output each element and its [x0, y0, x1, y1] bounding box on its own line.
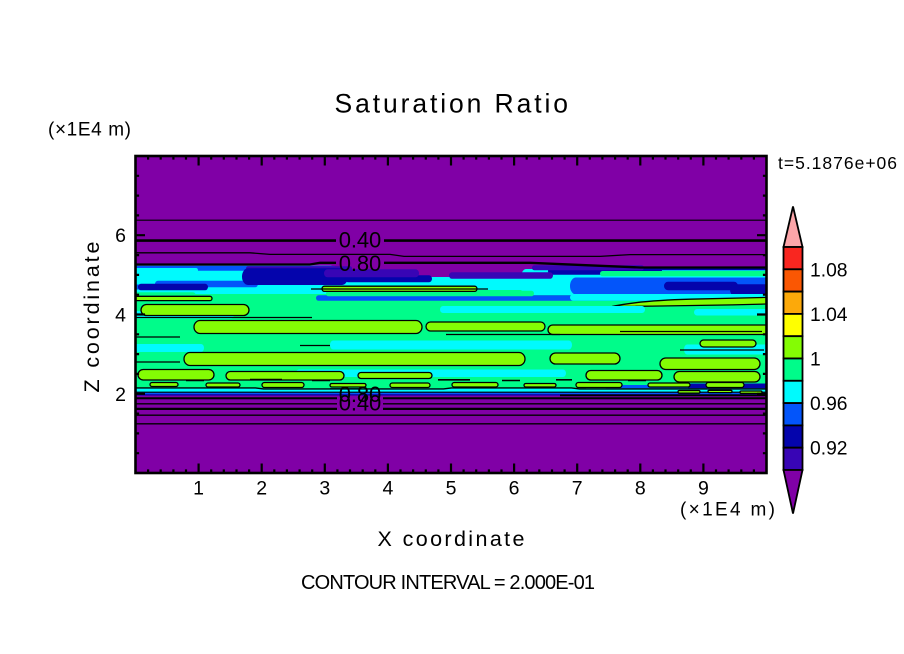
- svg-text:4: 4: [115, 305, 126, 327]
- svg-text:7: 7: [572, 478, 583, 500]
- svg-text:t=5.1876e+06: t=5.1876e+06: [778, 153, 897, 173]
- svg-text:CONTOUR INTERVAL = 2.000E-01: CONTOUR INTERVAL = 2.000E-01: [301, 572, 595, 594]
- svg-text:2: 2: [256, 478, 267, 500]
- svg-text:6: 6: [509, 478, 520, 500]
- svg-text:Saturation Ratio: Saturation Ratio: [335, 89, 569, 119]
- svg-text:0.80: 0.80: [339, 382, 382, 407]
- svg-text:8: 8: [635, 478, 646, 500]
- svg-text:0.96: 0.96: [810, 394, 848, 415]
- svg-text:1: 1: [810, 350, 821, 371]
- svg-text:0.40: 0.40: [339, 227, 382, 252]
- svg-text:6: 6: [115, 225, 126, 247]
- svg-text:1.08: 1.08: [810, 260, 848, 281]
- svg-text:0.92: 0.92: [810, 439, 848, 460]
- svg-text:5: 5: [446, 478, 457, 500]
- svg-text:3: 3: [319, 478, 330, 500]
- svg-text:0.80: 0.80: [339, 251, 382, 276]
- svg-text:X coordinate: X coordinate: [378, 527, 525, 551]
- svg-text:(×1E4 m): (×1E4 m): [48, 120, 131, 141]
- svg-text:1.04: 1.04: [810, 305, 848, 326]
- svg-text:4: 4: [382, 478, 393, 500]
- svg-text:1: 1: [193, 478, 204, 500]
- svg-text:(×1E4 m): (×1E4 m): [680, 500, 775, 521]
- svg-text:0.40: 0.40: [339, 390, 382, 415]
- svg-text:2: 2: [115, 384, 126, 406]
- svg-text:9: 9: [698, 478, 709, 500]
